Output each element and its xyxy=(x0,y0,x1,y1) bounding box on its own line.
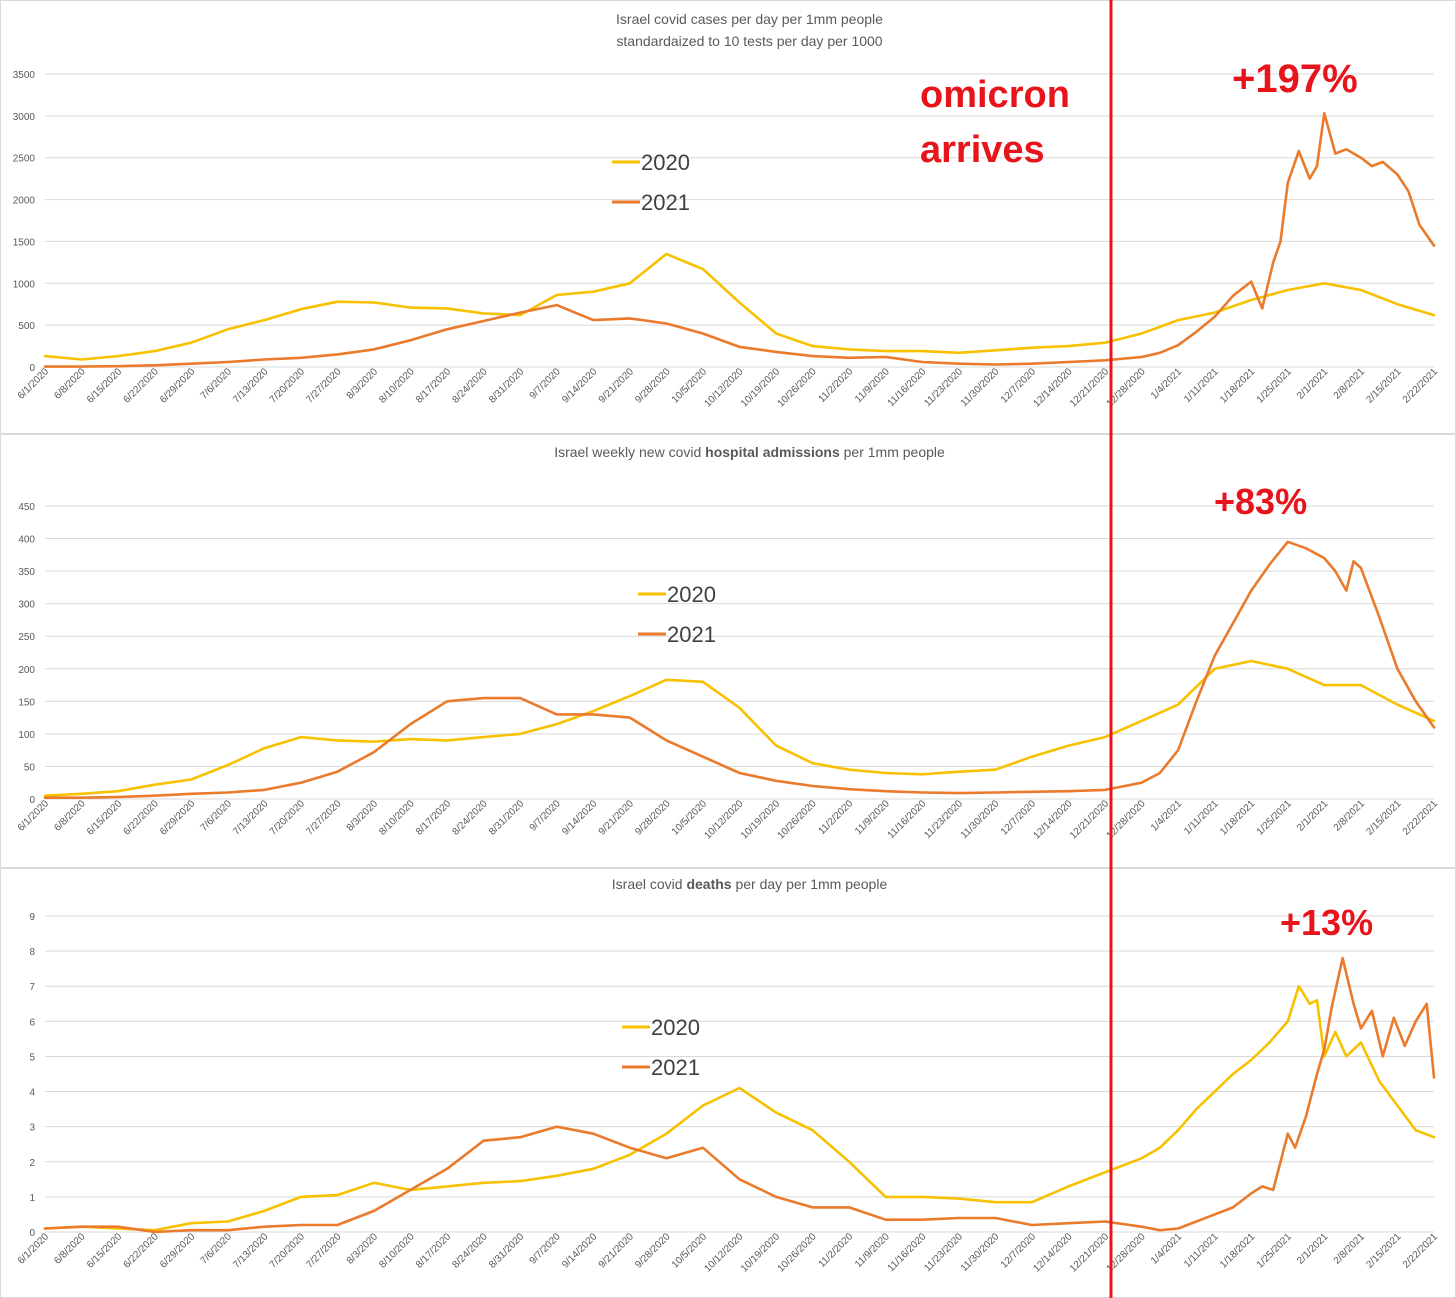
chart-title-line: Israel weekly new covid hospital admissi… xyxy=(554,444,945,460)
chart-title-segment: Israel covid cases per day per 1mm peopl… xyxy=(616,11,883,27)
chart-title-segment: deaths xyxy=(686,876,731,892)
y-tick-label: 0 xyxy=(29,795,35,806)
chart-title-line: standardaized to 10 tests per day per 10… xyxy=(616,33,882,49)
series-line-2021 xyxy=(43,112,1436,368)
y-tick-label: 6 xyxy=(29,1017,35,1028)
y-tick-label: 7 xyxy=(29,982,35,993)
y-tick-label: 3500 xyxy=(13,70,36,81)
chart-title-segment: per day per 1mm people xyxy=(732,876,888,892)
y-tick-label: 3000 xyxy=(13,112,36,123)
y-tick-label: 8 xyxy=(29,947,35,958)
legend-label-2021: 2021 xyxy=(651,1055,700,1080)
omicron-label-line2: arrives xyxy=(920,129,1045,171)
y-tick-label: 2 xyxy=(29,1158,35,1169)
omicron-label-line1: omicron xyxy=(920,74,1070,116)
y-tick-label: 5 xyxy=(29,1052,35,1063)
y-tick-label: 1 xyxy=(29,1193,35,1204)
legend-label-2021: 2021 xyxy=(641,190,690,215)
legend-label-2020: 2020 xyxy=(641,150,690,175)
chart-title-segment: standardaized to 10 tests per day per 10… xyxy=(616,33,882,49)
y-tick-label: 2500 xyxy=(13,154,36,165)
chart-title-segment: per 1mm people xyxy=(840,444,945,460)
series-line-2020 xyxy=(43,252,1436,361)
y-tick-label: 9 xyxy=(29,912,35,923)
chart-title-segment: Israel weekly new covid xyxy=(554,444,705,460)
y-tick-label: 500 xyxy=(18,321,35,332)
chart-title-line: Israel covid deaths per day per 1mm peop… xyxy=(612,876,888,892)
percent-change-annotation: +13% xyxy=(1280,902,1373,943)
y-tick-label: 2000 xyxy=(13,196,36,207)
y-tick-label: 200 xyxy=(18,665,35,676)
y-tick-label: 50 xyxy=(24,762,36,773)
chart-title-segment: Israel covid xyxy=(612,876,687,892)
series-line-2020 xyxy=(43,984,1436,1232)
legend-label-2020: 2020 xyxy=(651,1015,700,1040)
chart-panel-3: Israel covid deaths per day per 1mm peop… xyxy=(0,868,1456,1298)
percent-change-annotation: +83% xyxy=(1214,481,1307,522)
chart-title-segment: hospital admissions xyxy=(705,444,840,460)
y-tick-label: 400 xyxy=(18,535,35,546)
chart-panel-frame xyxy=(0,434,1456,868)
y-tick-label: 300 xyxy=(18,600,35,611)
y-tick-label: 450 xyxy=(18,502,35,513)
y-tick-label: 4 xyxy=(29,1088,35,1099)
legend-label-2021: 2021 xyxy=(667,622,716,647)
y-tick-label: 150 xyxy=(18,697,35,708)
legend-label-2020: 2020 xyxy=(667,582,716,607)
chart-panel-1: Israel covid cases per day per 1mm peopl… xyxy=(0,0,1456,434)
y-tick-label: 0 xyxy=(29,1228,35,1239)
y-tick-label: 0 xyxy=(29,363,35,374)
y-tick-label: 1000 xyxy=(13,279,36,290)
chart-title-line: Israel covid cases per day per 1mm peopl… xyxy=(616,11,883,27)
y-tick-label: 350 xyxy=(18,567,35,578)
series-line-2020 xyxy=(43,659,1436,798)
percent-change-annotation: +197% xyxy=(1232,57,1358,101)
y-tick-label: 1500 xyxy=(13,237,36,248)
series-line-2021 xyxy=(43,540,1436,800)
y-tick-label: 100 xyxy=(18,730,35,741)
y-tick-label: 3 xyxy=(29,1123,35,1134)
chart-panel-2: Israel weekly new covid hospital admissi… xyxy=(0,434,1456,868)
chart-panel-frame xyxy=(0,868,1456,1298)
y-tick-label: 250 xyxy=(18,632,35,643)
series-line-2021 xyxy=(43,956,1436,1234)
